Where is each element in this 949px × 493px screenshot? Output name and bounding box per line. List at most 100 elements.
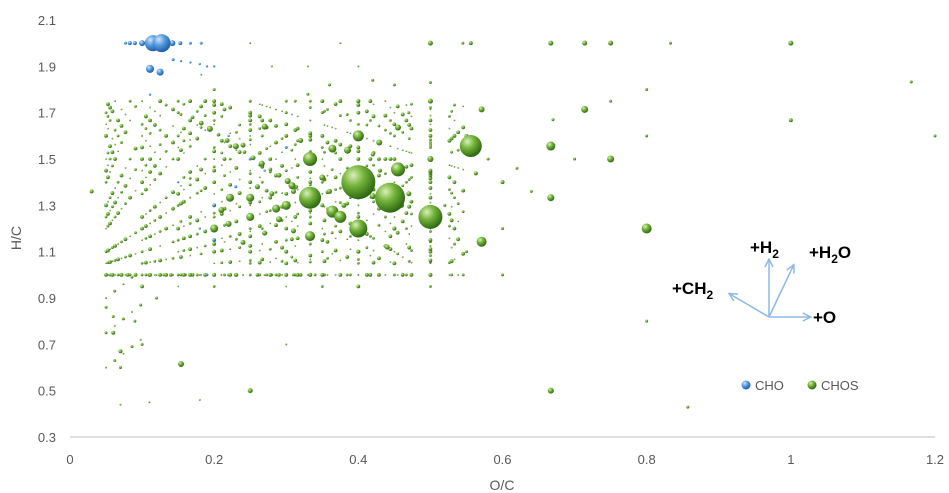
chos-point <box>106 114 110 118</box>
chos-point <box>383 215 387 219</box>
y-axis-title: H/C <box>8 226 24 250</box>
chos-point <box>196 124 199 126</box>
chos-point <box>349 248 352 250</box>
chos-point <box>428 81 432 85</box>
chos-point <box>249 187 252 189</box>
chos-point <box>428 238 433 242</box>
chos-point <box>308 131 313 136</box>
chos-point <box>333 175 338 180</box>
chos-point <box>128 253 132 258</box>
chos-point <box>249 143 252 146</box>
chos-point <box>323 109 326 113</box>
chos-point <box>410 212 413 216</box>
chos-point <box>461 251 466 256</box>
chos-point <box>410 249 413 252</box>
chos-point <box>212 118 216 122</box>
cho-point <box>127 41 132 46</box>
chos-point <box>140 342 144 346</box>
chos-point <box>284 111 288 115</box>
chos-point <box>158 128 162 132</box>
chos-point <box>268 195 273 200</box>
chos-point <box>356 99 361 104</box>
chos-point <box>383 172 387 175</box>
cho-point <box>139 40 146 47</box>
chos-point <box>429 138 432 142</box>
chos-point <box>219 138 224 143</box>
chos-point <box>176 111 180 115</box>
chos-point <box>158 215 163 219</box>
chos-point <box>141 239 143 241</box>
chos-point <box>280 163 284 168</box>
chos-point <box>110 109 115 114</box>
chos-point <box>148 131 152 135</box>
chos-point <box>158 272 163 277</box>
chos-point <box>428 168 433 173</box>
chos-point <box>573 157 577 161</box>
chos-point <box>428 247 433 251</box>
chos-point <box>213 192 216 195</box>
chos-point <box>105 227 107 230</box>
chos-point <box>320 180 324 184</box>
chos-point <box>260 134 264 138</box>
chos-point <box>158 171 163 176</box>
chos-point <box>195 177 200 182</box>
chos-point <box>220 261 224 265</box>
chos-point <box>285 216 288 218</box>
chos-point <box>258 212 261 215</box>
chos-point <box>104 180 108 184</box>
chos-point <box>328 144 337 153</box>
chos-point <box>456 148 460 152</box>
chos-point <box>428 128 433 132</box>
cho-point <box>205 273 209 277</box>
chos-point <box>462 105 465 108</box>
chos-point <box>265 210 268 214</box>
chos-point <box>113 157 117 161</box>
chos-point <box>308 99 312 103</box>
chos-point <box>321 192 324 195</box>
chos-point <box>275 108 277 111</box>
chos-point <box>223 174 226 177</box>
chos-point <box>280 245 284 250</box>
chos-point <box>372 163 375 167</box>
chos-point <box>450 109 454 113</box>
cho-point <box>148 93 152 96</box>
chos-point <box>113 289 117 293</box>
chos-point <box>188 234 193 239</box>
x-axis-title: O/C <box>490 477 515 493</box>
chos-point <box>461 125 466 130</box>
chos-point <box>450 150 454 154</box>
chos-point <box>123 183 128 188</box>
chos-point <box>260 118 265 123</box>
chos-point <box>453 165 456 168</box>
chos-point <box>429 123 432 126</box>
chos-point <box>263 273 266 276</box>
y-tick-label: 1.9 <box>38 59 56 74</box>
chos-point <box>237 150 242 155</box>
chos-point <box>199 167 203 172</box>
chos-point <box>257 151 262 155</box>
chos-point <box>449 259 454 264</box>
chos-point <box>333 102 338 107</box>
chos-point <box>345 201 350 206</box>
chos-point <box>153 218 157 222</box>
chos-point <box>401 149 404 151</box>
chos-point <box>320 250 324 254</box>
chos-point <box>189 196 192 199</box>
chos-point <box>153 110 156 113</box>
chos-point <box>365 164 369 168</box>
chos-point <box>407 245 412 250</box>
chos-point <box>372 139 375 142</box>
chos-point <box>308 215 312 219</box>
chos-point <box>232 143 239 150</box>
chos-point <box>334 151 337 155</box>
chos-point <box>320 133 325 138</box>
chos-point <box>404 273 408 277</box>
chos-point <box>461 188 466 193</box>
chos-point <box>107 164 109 166</box>
chos-point <box>140 215 144 219</box>
chos-point <box>356 249 361 254</box>
chos-point <box>407 259 411 263</box>
chos-point <box>334 200 337 203</box>
chos-point <box>396 252 400 256</box>
chos-point <box>182 249 186 252</box>
